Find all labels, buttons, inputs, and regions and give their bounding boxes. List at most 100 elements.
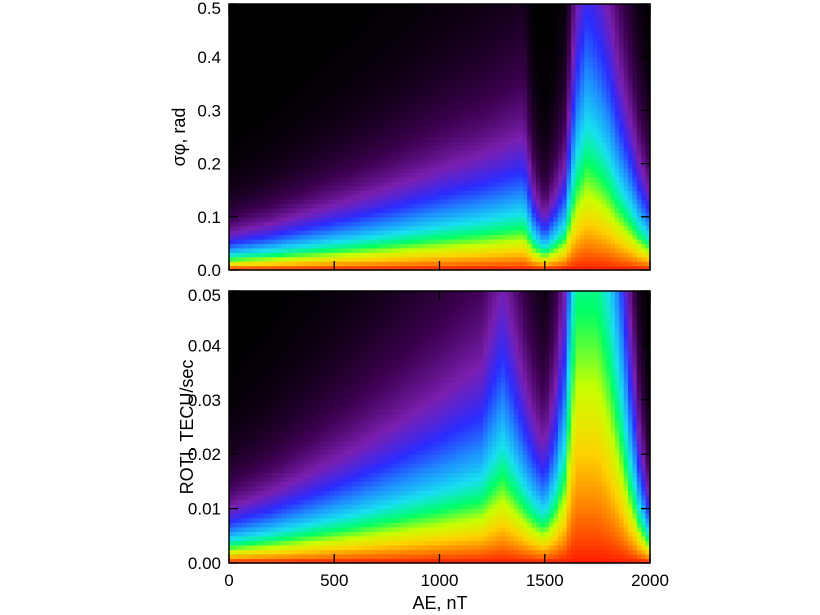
heatmap-cell [474, 247, 480, 253]
heatmap-cell [316, 30, 322, 36]
heatmap-cell [364, 79, 370, 85]
heatmap-cell [579, 17, 585, 23]
heatmap-cell [588, 8, 594, 14]
heatmap-cell [286, 70, 291, 76]
heatmap-cell [483, 61, 489, 67]
heatmap-cell [347, 83, 353, 89]
heatmap-cell [496, 74, 502, 80]
heatmap-cell [478, 48, 484, 54]
heatmap-cell [518, 70, 524, 76]
heatmap-cell [584, 92, 590, 98]
heatmap-cell [272, 74, 278, 80]
heatmap-cell [439, 238, 445, 244]
heatmap-cell [277, 57, 283, 63]
heatmap-cell [264, 88, 270, 94]
heatmap-cell [487, 128, 493, 134]
heatmap-cell [400, 176, 406, 182]
heatmap-cell [307, 199, 313, 205]
heatmap-cell [470, 256, 476, 262]
heatmap-cell [527, 159, 533, 165]
heatmap-cell [307, 123, 313, 129]
heatmap-cell [522, 128, 528, 134]
heatmap-cell [321, 97, 327, 103]
heatmap-cell [294, 172, 300, 178]
heatmap-cell [272, 66, 278, 72]
heatmap-cell [478, 70, 484, 76]
heatmap-cell [566, 132, 572, 138]
heatmap-cell [395, 26, 401, 32]
heatmap-cell [364, 230, 370, 236]
heatmap-cell [321, 194, 327, 200]
heatmap-cell [290, 30, 296, 36]
heatmap-cell [439, 261, 445, 267]
heatmap-cell [435, 128, 441, 134]
heatmap-cell [566, 110, 572, 116]
heatmap-cell [408, 52, 414, 58]
heatmap-cell [562, 256, 568, 262]
heatmap-cell [492, 181, 498, 187]
heatmap-cell [242, 35, 248, 41]
heatmap-cell [316, 39, 322, 45]
heatmap-cell [522, 43, 528, 49]
heatmap-cell [272, 88, 278, 94]
heatmap-cell [246, 110, 252, 116]
heatmap-cell [268, 57, 274, 63]
heatmap-cell [535, 194, 541, 200]
heatmap-cell [351, 137, 357, 143]
heatmap-cell [255, 247, 261, 253]
heatmap-cell [325, 4, 331, 10]
heatmap-cell [426, 154, 432, 160]
heatmap-cell [470, 163, 476, 169]
heatmap-cell [571, 145, 577, 151]
heatmap-cell [535, 123, 541, 129]
heatmap-cell [395, 132, 401, 138]
heatmap-cell [303, 21, 309, 27]
heatmap-cell [312, 216, 318, 222]
heatmap-cell [487, 79, 493, 85]
heatmap-cell [500, 238, 506, 244]
heatmap-cell [255, 150, 261, 156]
heatmap-cell [229, 79, 234, 85]
heatmap-cell [408, 83, 414, 89]
heatmap-cell [478, 83, 484, 89]
heatmap-cell [369, 261, 375, 267]
heatmap-cell [391, 172, 397, 178]
heatmap-cell [549, 74, 555, 80]
heatmap-cell [443, 12, 449, 18]
heatmap-cell [299, 8, 305, 14]
heatmap-cell [343, 265, 349, 271]
heatmap-cell [237, 114, 243, 120]
heatmap-cell [281, 216, 287, 222]
heatmap-cell [509, 79, 515, 85]
heatmap-cell [395, 12, 401, 18]
heatmap-cell [255, 141, 261, 147]
heatmap-cell [417, 92, 423, 98]
heatmap-cell [492, 92, 498, 98]
heatmap-cell [286, 243, 291, 249]
heatmap-cell [592, 261, 598, 267]
heatmap-cell [281, 199, 287, 205]
heatmap-cell [571, 4, 577, 10]
heatmap-cell [386, 185, 392, 191]
heatmap-cell [592, 194, 598, 200]
heatmap-cell [277, 26, 283, 32]
heatmap-cell [531, 92, 537, 98]
heatmap-cell [364, 35, 370, 41]
heatmap-cell [531, 247, 537, 253]
heatmap-cell [417, 57, 423, 63]
heatmap-cell [369, 185, 375, 191]
heatmap-cell [514, 172, 520, 178]
heatmap-cell [566, 243, 572, 249]
heatmap-cell [378, 203, 384, 209]
heatmap-cell [452, 52, 458, 58]
heatmap-cell [343, 221, 349, 227]
heatmap-cell [233, 194, 239, 200]
heatmap-cell [575, 74, 581, 80]
heatmap-cell [540, 212, 546, 218]
heatmap-cell [325, 190, 331, 196]
heatmap-cell [373, 137, 379, 143]
heatmap-cell [465, 230, 471, 236]
heatmap-cell [535, 110, 541, 116]
heatmap-cell [307, 17, 313, 23]
heatmap-cell [404, 61, 410, 67]
